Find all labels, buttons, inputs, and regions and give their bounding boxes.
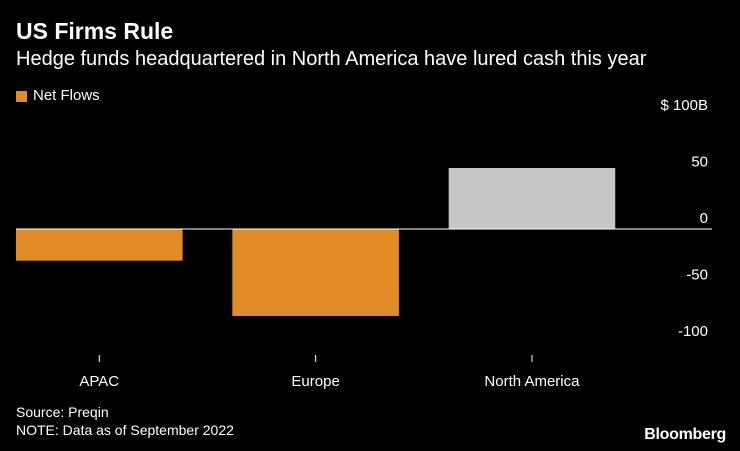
date-note: NOTE: Data as of September 2022 [16, 422, 234, 438]
x-tick-label: APAC [79, 373, 119, 390]
y-tick-label: 50 [691, 154, 708, 171]
chart-subtitle: Hedge funds headquartered in North Ameri… [16, 48, 647, 70]
legend: Net Flows [16, 87, 100, 105]
x-tick-label: North America [484, 373, 580, 390]
chart-title: US Firms Rule [16, 18, 174, 44]
y-tick-label: 0 [700, 210, 708, 227]
y-tick-label: $ 100B [660, 97, 708, 114]
bar-apac [16, 229, 183, 261]
y-tick-label: -50 [686, 267, 708, 284]
bar-north-america [448, 167, 616, 229]
source-note: Source: Preqin [16, 404, 109, 420]
bloomberg-logo: Bloomberg [644, 426, 726, 443]
legend-swatch [16, 90, 27, 102]
y-tick-label: -100 [678, 323, 708, 340]
legend-label: Net Flows [33, 87, 100, 104]
bar-europe [232, 229, 399, 317]
x-tick-label: Europe [291, 373, 339, 390]
